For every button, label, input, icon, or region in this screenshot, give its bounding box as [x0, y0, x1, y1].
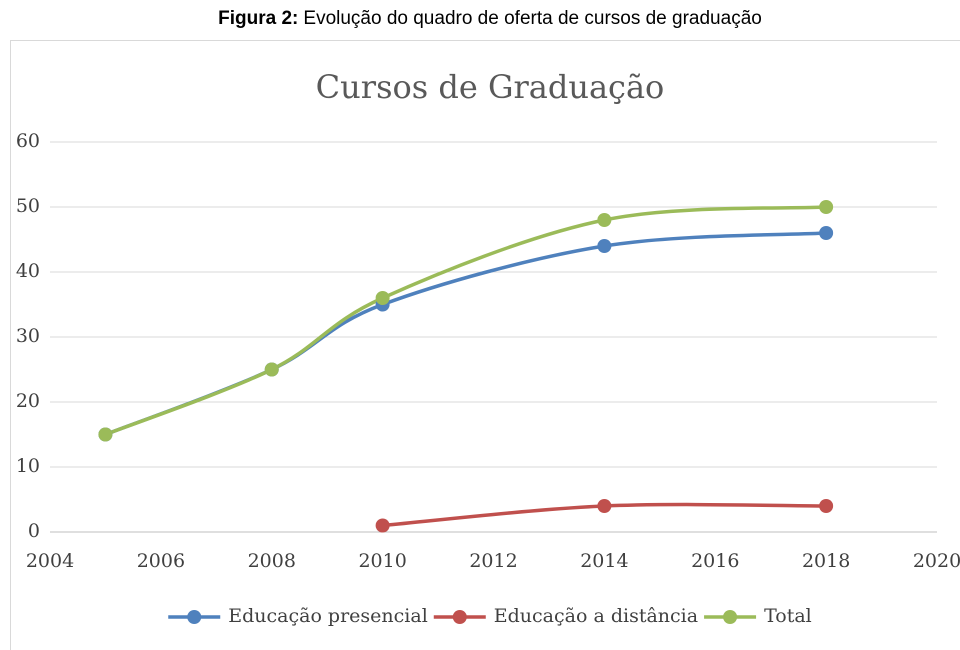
x-tick-label: 2012 [469, 550, 517, 572]
lines [98, 200, 834, 533]
x-tick-label: 2006 [137, 550, 185, 572]
grid: 0 10 20 30 40 50 60 2004 2006 2008 2010 2012 2014 201… [16, 130, 960, 572]
legend-label: Educação presencial [228, 605, 428, 627]
y-tick-label: 50 [16, 195, 40, 217]
y-tick-label: 60 [16, 130, 40, 152]
caption: Figura 2: Evolução do quadro de oferta de… [218, 8, 762, 29]
legend-label: Total [764, 605, 812, 627]
y-tick-label: 10 [16, 455, 40, 477]
data-point [98, 427, 113, 442]
legend-item: Educação a distância [433, 605, 698, 627]
x-tick-label: 2004 [26, 550, 74, 572]
x-tick-label: 2008 [248, 550, 296, 572]
legend-item: Total [704, 605, 812, 627]
y-tick-label: 40 [16, 260, 40, 282]
legend-marker [723, 610, 738, 624]
data-point [819, 226, 834, 240]
data-point [375, 518, 390, 533]
chart-title: Cursos de Graduação [316, 68, 665, 106]
caption-text: Evolução do quadro de oferta de cursos d… [303, 8, 761, 29]
legend-marker [187, 610, 202, 624]
data-point [597, 213, 612, 227]
y-tick-label: 0 [28, 520, 40, 542]
x-tick-label: 2020 [913, 550, 960, 572]
chart-frame [10, 40, 960, 650]
y-tick-label: 20 [16, 390, 40, 412]
x-tick-label: 2014 [580, 550, 628, 572]
x-tick-label: 2010 [358, 550, 406, 572]
x-tick-label: 2018 [802, 550, 850, 572]
data-point [819, 200, 834, 214]
caption-label: Figura 2: [218, 8, 298, 29]
x-tick-label: 2016 [691, 550, 739, 572]
y-tick-label: 30 [16, 325, 40, 347]
data-point [597, 239, 612, 253]
data-point [597, 499, 612, 513]
data-point [264, 362, 279, 377]
legend-item: Educação presencial [168, 605, 428, 627]
legend-label: Educação a distância [494, 605, 698, 627]
data-point [819, 499, 834, 513]
legend-marker [452, 610, 467, 624]
legend: Educação presencial Educação a distância T… [168, 605, 812, 627]
data-point [375, 291, 390, 305]
series-line [103, 205, 828, 437]
